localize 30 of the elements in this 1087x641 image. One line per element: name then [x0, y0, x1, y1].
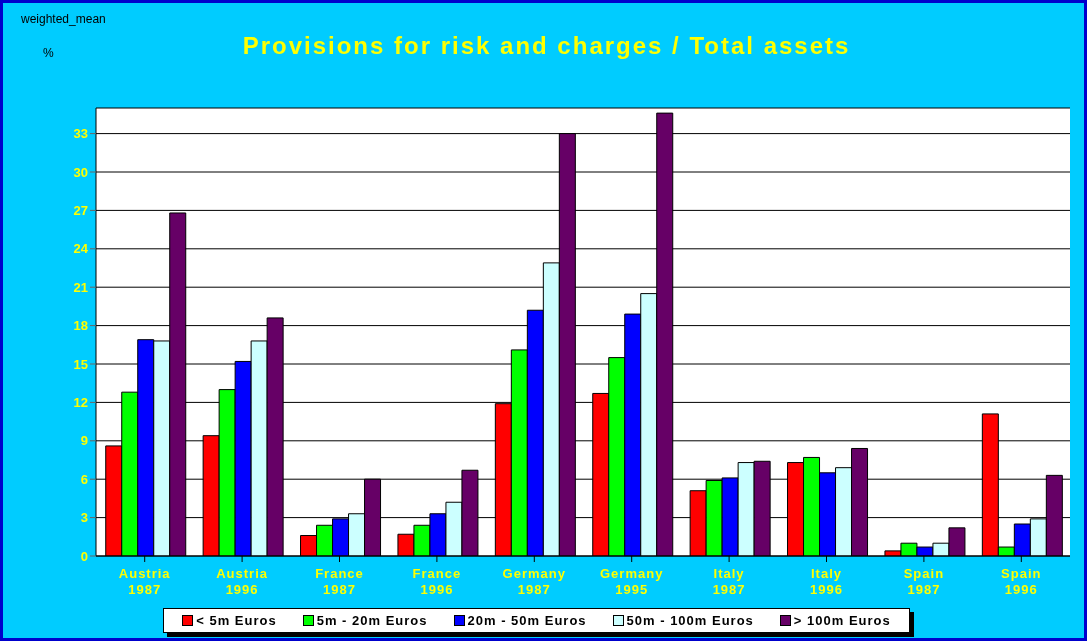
legend-label: 5m - 20m Euros — [316, 613, 428, 628]
y-tick-label: 0 — [80, 548, 88, 564]
x-tick-label: France 1996 — [412, 566, 462, 597]
y-tick-label: 15 — [73, 356, 88, 372]
x-tick-label: Germany 1987 — [502, 566, 566, 597]
legend-label: 50m - 100m Euros — [626, 613, 754, 628]
x-tick-label: Austria 1996 — [216, 566, 268, 597]
x-tick-label: Italy 1987 — [712, 566, 746, 597]
y-tick-label: 33 — [73, 126, 88, 142]
y-axis-title: % — [43, 46, 54, 60]
y-tick-label: 21 — [73, 279, 88, 295]
y-tick-label: 9 — [80, 433, 88, 449]
legend-label: < 5m Euros — [196, 613, 277, 628]
legend-label: 20m - 50m Euros — [467, 613, 587, 628]
chart-title: Provisions for risk and charges / Total assets — [242, 32, 851, 59]
x-tick-label: Spain 1987 — [903, 566, 945, 597]
y-tick-label: 24 — [73, 241, 89, 257]
x-tick-label: France 1987 — [315, 566, 364, 597]
y-tick-label: 12 — [73, 395, 88, 411]
text: weighted_mean — [21, 12, 106, 26]
legend-label: > 100m Euros — [793, 613, 891, 628]
x-tick-label: Austria 1987 — [118, 566, 171, 597]
y-tick-label: 6 — [80, 471, 88, 487]
x-tick-label: Spain 1996 — [1001, 566, 1042, 597]
y-tick-label: 18 — [73, 318, 88, 334]
x-tick-label: Germany 1995 — [600, 566, 664, 597]
y-tick-label: 30 — [73, 164, 88, 180]
y-tick-label: 27 — [73, 203, 88, 219]
x-tick-label: Italy 1996 — [810, 566, 843, 597]
y-tick-label: 3 — [80, 510, 88, 526]
